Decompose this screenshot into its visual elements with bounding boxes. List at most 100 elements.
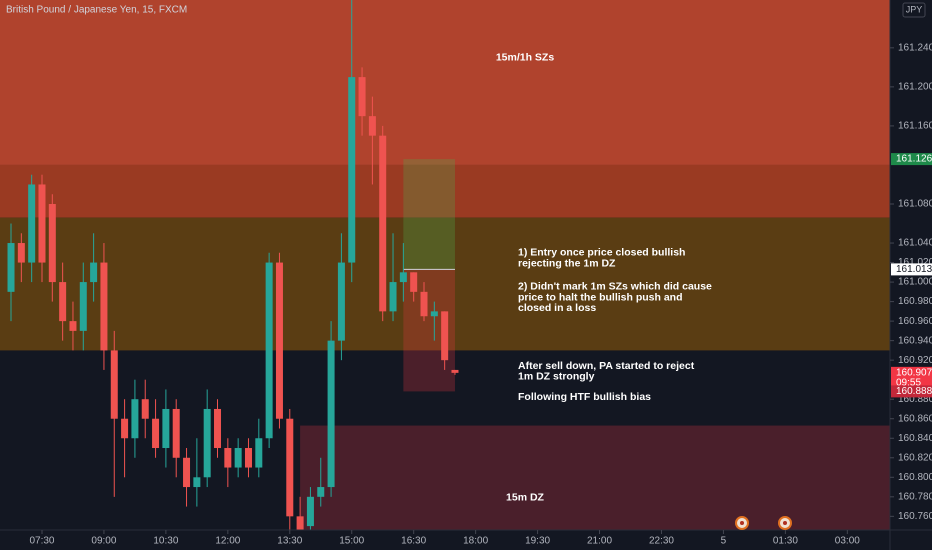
x-tick-label: 5: [721, 536, 727, 547]
annotation: Following HTF bullish bias: [518, 391, 651, 403]
chart-title: British Pound / Japanese Yen, 15, FXCM: [6, 5, 187, 16]
zone: [0, 0, 890, 165]
price-tag-label: 161.126: [896, 154, 932, 165]
axes: 161.240 161.200 161.160 161.080 161.040 161.0…: [29, 42, 932, 547]
plot-area: 15m/1h SZs 15m DZ 1) Entry once price clos…: [0, 0, 890, 530]
x-tick-label: 21:00: [587, 536, 612, 547]
candle-body: [152, 418, 160, 449]
x-tick-label: 15:00: [339, 536, 364, 547]
y-tick-label: 160.840: [898, 433, 932, 444]
event-icon-dot: [740, 521, 744, 525]
candle-body: [7, 243, 15, 292]
candle-body: [389, 282, 397, 312]
zone-label: 15m/1h SZs: [496, 51, 555, 63]
candle-body: [203, 408, 211, 478]
trade-profit-zone: [403, 159, 455, 270]
candle-body: [79, 282, 87, 331]
y-tick-label: 160.860: [898, 413, 932, 424]
candle-body: [141, 399, 149, 419]
y-tick-label: 160.780: [898, 491, 932, 502]
currency-box[interactable]: [902, 2, 926, 18]
y-tick-label: 160.800: [898, 472, 932, 483]
annotation: rejecting the 1m DZ: [518, 257, 616, 269]
candle-body: [337, 262, 345, 341]
candle-body: [265, 262, 273, 439]
annotation: After sell down, PA started to reject: [518, 360, 695, 372]
candle-body: [244, 448, 252, 468]
candle-body: [327, 340, 335, 488]
x-tick-label: 01:30: [773, 536, 798, 547]
price-tag: [891, 366, 932, 389]
annotation: 2) Didn't mark 1m SZs which did cause: [518, 281, 712, 293]
candle-body: [430, 311, 438, 317]
y-tick-label: 160.820: [898, 452, 932, 463]
x-tick-label: 13:30: [277, 536, 302, 547]
price-tag-label: 161.013: [896, 264, 932, 275]
candle-body: [172, 408, 180, 458]
candle-body: [131, 399, 139, 439]
candle-body: [368, 116, 376, 136]
y-tick-label: 160.920: [898, 355, 932, 366]
candle-body: [451, 369, 459, 373]
x-tick-label: 07:30: [29, 536, 54, 547]
candle-body: [183, 457, 191, 488]
y-tick-label: 160.980: [898, 296, 932, 307]
annotation: closed in a loss: [518, 302, 596, 314]
y-tick-label: 160.760: [898, 511, 932, 522]
candle-body: [410, 272, 418, 292]
candle-body: [441, 311, 449, 361]
annotation: 1m DZ strongly: [518, 371, 595, 383]
candle-body: [162, 408, 170, 449]
y-tick-label: 161.080: [898, 199, 932, 210]
price-tag: [891, 385, 932, 398]
y-tick-label: 161.040: [898, 238, 932, 249]
candle-body: [358, 77, 366, 117]
candle-body: [306, 496, 314, 527]
candle-body: [48, 203, 56, 283]
x-tick-label: 09:00: [91, 536, 116, 547]
zone: [0, 164, 890, 218]
annotation: 1) Entry once price closed bullish: [518, 247, 685, 259]
y-tick-label: 161.240: [898, 42, 932, 53]
y-tick-label: 161.200: [898, 82, 932, 93]
x-tick-label: 18:00: [463, 536, 488, 547]
zone: [300, 425, 890, 530]
candle-body: [110, 350, 118, 419]
y-tick-label: 160.940: [898, 335, 932, 346]
candle-body: [17, 243, 25, 263]
y-tick-label: 161.000: [898, 277, 932, 288]
currency[interactable]: JPY: [906, 4, 923, 14]
candle-body: [90, 262, 98, 283]
price-tag-sub: 09:55: [896, 377, 921, 388]
price-tag-label: 160.888: [896, 386, 932, 397]
candle-body: [100, 262, 108, 351]
candle-body: [121, 418, 129, 439]
x-tick-label: 10:30: [153, 536, 178, 547]
candle-body: [193, 477, 201, 488]
y-tick-label: 160.960: [898, 316, 932, 327]
candle-body: [69, 321, 77, 331]
annotation: price to halt the bullish push and: [518, 291, 683, 303]
x-tick-label: 16:30: [401, 536, 426, 547]
candle-body: [296, 516, 304, 530]
candle-body: [348, 77, 356, 263]
x-tick-label: 22:30: [649, 536, 674, 547]
candle-body: [286, 418, 294, 517]
candle-body: [224, 448, 232, 468]
candle-body: [420, 291, 428, 317]
x-tick-label: 12:00: [215, 536, 240, 547]
price-tag: [891, 153, 932, 166]
x-tick-label: 03:00: [835, 536, 860, 547]
candle-body: [399, 272, 407, 283]
candle-body: [255, 438, 263, 468]
candle-body: [59, 282, 67, 322]
y-tick-label: 161.020: [898, 257, 932, 268]
candle-body: [214, 408, 222, 449]
y-tick-label: 161.160: [898, 121, 932, 132]
candle-body: [38, 184, 46, 263]
zone-label: 15m DZ: [506, 492, 545, 504]
x-tick-label: 19:30: [525, 536, 550, 547]
candle-body: [234, 448, 242, 468]
